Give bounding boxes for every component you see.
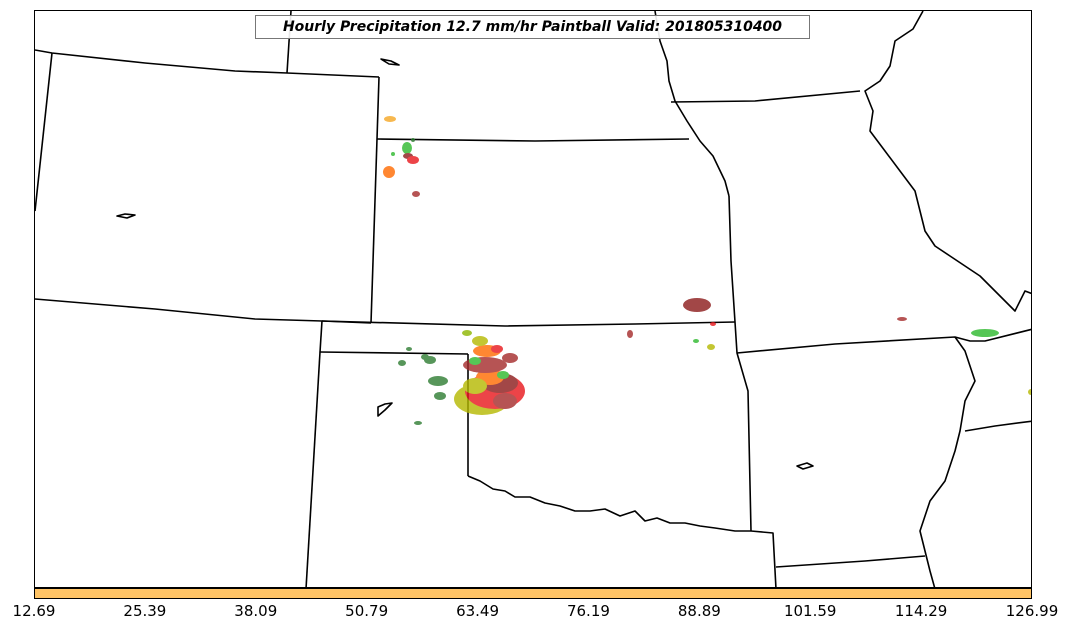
paintball-blob — [683, 298, 711, 312]
paintball-blob — [407, 156, 419, 164]
map-title: Hourly Precipitation 12.7 mm/hr Paintbal… — [255, 15, 810, 39]
boundary-ok-panhandle-north — [319, 320, 323, 353]
boundary-ne-ia-river — [654, 11, 730, 197]
paintball-blob — [693, 339, 699, 343]
map-panel — [34, 10, 1032, 588]
colorbar-tick-label: 101.59 — [783, 602, 837, 620]
boundary-ar-tx — [750, 530, 777, 587]
paintball-blob — [463, 378, 487, 394]
paintball-blob — [434, 392, 446, 400]
lake-shape-1 — [116, 213, 136, 219]
colorbar-tick-label: 88.89 — [677, 602, 721, 620]
boundary-mo-bootheel — [919, 336, 976, 587]
map-canvas — [35, 11, 1031, 587]
boundary-wy-south — [35, 49, 380, 78]
colorbar-tick-labels: 12.69 25.39 38.09 50.79 63.49 76.19 88.89 101.5… — [0, 600, 1070, 630]
paintball-blob — [469, 357, 481, 365]
boundary-ne-co — [376, 76, 380, 140]
paintball-blob — [402, 142, 412, 154]
paintball-blob — [412, 191, 420, 197]
boundary-ia-il-river — [864, 11, 1031, 312]
boundary-ok-panhandle-west — [305, 351, 321, 587]
boundary-ne-ks — [376, 138, 690, 142]
state-boundaries — [35, 11, 1031, 587]
boundary-red-river — [467, 475, 751, 532]
boundary-co-south — [35, 298, 372, 324]
colorbar-tick-label: 114.29 — [894, 602, 948, 620]
paintball-blob — [421, 354, 429, 360]
paintball-blob — [414, 421, 422, 425]
paintball-blob — [493, 393, 517, 409]
colorbar-tick-label: 76.19 — [566, 602, 610, 620]
paintball-blob — [391, 152, 395, 156]
paintball-blob — [707, 344, 715, 350]
boundary-ks-mo — [728, 195, 736, 323]
paintball-blob — [472, 336, 488, 346]
paintball-blob — [897, 317, 907, 321]
colorbar-tick-label: 38.09 — [234, 602, 278, 620]
boundary-mo-ar — [736, 328, 1031, 354]
colorbar — [34, 588, 1032, 599]
paintball-blob — [411, 138, 415, 142]
paintball-blob — [398, 360, 406, 366]
paintball-blob — [384, 116, 396, 122]
precipitation-paintballs — [383, 116, 1031, 425]
paintball-blob — [627, 330, 633, 338]
boundary-ar-ms — [964, 420, 1031, 432]
lake-shape-2 — [380, 58, 400, 66]
colorbar-tick-label: 126.99 — [1005, 602, 1059, 620]
boundary-ar-la — [775, 555, 926, 568]
paintball-blob — [502, 353, 518, 363]
colorbar-tick-label: 25.39 — [123, 602, 167, 620]
paintball-blob — [428, 376, 448, 386]
paintball-blob — [491, 345, 503, 353]
boundary-co-north — [35, 52, 53, 212]
colorbar-tick-label: 63.49 — [456, 602, 500, 620]
paintball-blob — [406, 347, 412, 351]
paintball-blob — [710, 322, 716, 326]
colorbar-tick-label: 50.79 — [345, 602, 389, 620]
lake-shape-4 — [796, 462, 814, 470]
boundary-ks-ok — [321, 320, 736, 327]
colorbar-tick-label: 12.69 — [12, 602, 56, 620]
boundary-ok-panhandle-south — [319, 351, 469, 355]
paintball-blob — [497, 371, 509, 379]
paintball-blob — [383, 166, 395, 178]
boundary-co-ks — [370, 138, 378, 324]
paintball-blob — [1028, 389, 1031, 395]
boundary-ia-mo — [670, 90, 861, 103]
paintball-blob — [971, 329, 999, 337]
paintball-blob — [462, 330, 472, 336]
boundary-ok-ar — [734, 321, 752, 532]
lake-shape-3 — [377, 402, 393, 417]
